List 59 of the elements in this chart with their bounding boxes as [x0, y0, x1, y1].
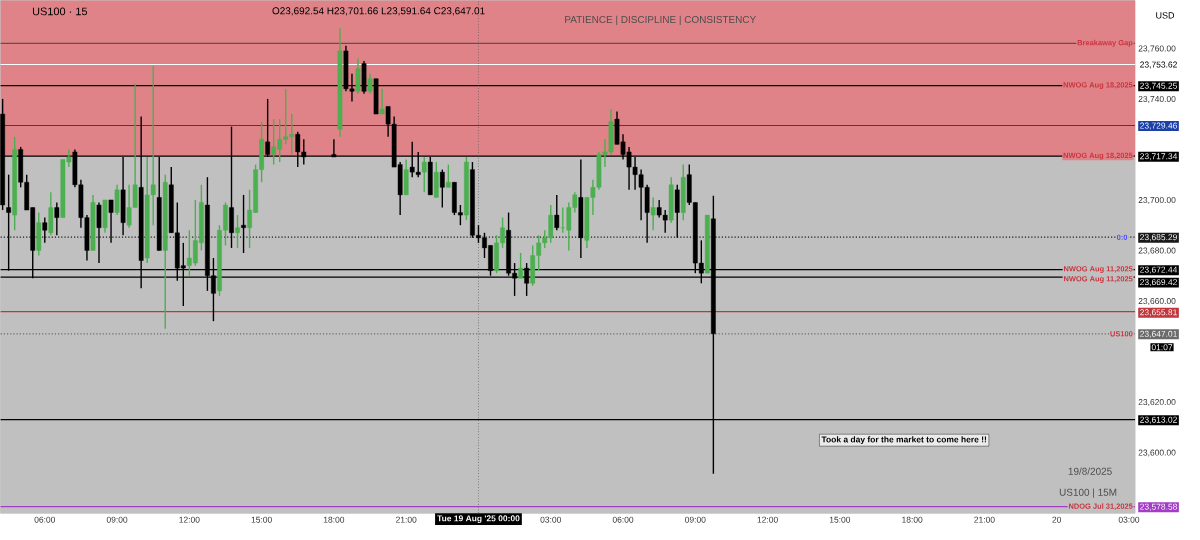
- candlestick: [554, 194, 560, 231]
- candlestick: [235, 214, 240, 249]
- annotation: 19/8/2025: [1068, 467, 1112, 475]
- y-tick-label: 23,647.01: [1140, 330, 1177, 338]
- x-tick-label: 15:00: [251, 516, 272, 523]
- text: US100 · 15: [32, 7, 88, 16]
- y-tick-label: 23,745.25: [1140, 82, 1178, 90]
- x-tick-label: 03:00: [540, 516, 561, 523]
- y-tick-label: 23,717.34: [1140, 153, 1178, 161]
- candlestick: [367, 72, 373, 95]
- candlestick: [42, 216, 48, 244]
- y-tick-label: 23,753.62: [1140, 61, 1177, 69]
- candlestick: [54, 201, 60, 236]
- y-tick-label: 23,700.00: [1138, 196, 1176, 204]
- ref-line-label: Tue 19 Aug '25 00:00: [437, 515, 520, 523]
- x-tick-label: 18:00: [902, 516, 923, 523]
- y-tick-label: 23,669.42: [1140, 279, 1177, 287]
- annotation: US100 | 15M: [1059, 488, 1117, 498]
- text: USD: [1156, 12, 1175, 19]
- candlestick: [241, 194, 246, 254]
- y-tick-label: 23,620.00: [1138, 399, 1176, 407]
- x-tick-label: 03:00: [1118, 516, 1140, 523]
- y-tick-label: 23,600.00: [1138, 449, 1176, 457]
- y-tick-label: 23,655.81: [1140, 309, 1177, 317]
- y-tick-label: 23,729.46: [1140, 122, 1177, 130]
- text: 01:07: [1151, 344, 1173, 351]
- x-tick-label: 18:00: [323, 516, 345, 523]
- candlestick: [439, 168, 445, 209]
- x-tick-label: 09:00: [106, 516, 128, 523]
- candlestick: [355, 57, 361, 95]
- x-tick-label: 12:00: [179, 516, 200, 523]
- y-tick-label: 23,613.02: [1140, 416, 1177, 424]
- x-tick-label: 21:00: [396, 516, 417, 523]
- y-tick-label: 23,740.00: [1138, 95, 1176, 103]
- y-tick-label: 23,760.00: [1138, 45, 1176, 53]
- candlestick: [379, 88, 385, 115]
- annotation: PATIENCE | DISCIPLINE | CONSISTENCY: [565, 15, 756, 25]
- x-tick-label: 21:00: [974, 516, 995, 523]
- candlestick: [518, 252, 523, 279]
- x-tick-label: 06:00: [612, 516, 634, 523]
- x-tick-label: 20: [1052, 516, 1062, 523]
- y-tick-label: 23,578.58: [1140, 503, 1177, 511]
- y-tick-label: 23,685.29: [1140, 234, 1177, 242]
- candlestick: [421, 156, 427, 193]
- candlestick: [108, 199, 114, 244]
- candlestick: [674, 184, 680, 239]
- x-tick-label: 12:00: [757, 516, 778, 523]
- candlestick: [96, 201, 102, 264]
- annotation: Took a day for the market to come here !!: [821, 436, 987, 445]
- text: O23,692.54 H23,701.66 L23,591.64 C23,647.01: [272, 7, 485, 16]
- candlestick: [650, 196, 656, 231]
- candlestick: [445, 163, 451, 188]
- y-tick-label: 23,660.00: [1138, 298, 1176, 305]
- candlestick: [114, 184, 120, 216]
- y-tick-label: 23,672.44: [1140, 266, 1178, 274]
- x-tick-label: 15:00: [829, 516, 851, 523]
- y-tick-label: 23,680.00: [1138, 247, 1176, 255]
- x-tick-label: 06:00: [34, 516, 56, 523]
- x-tick-label: 09:00: [685, 516, 706, 523]
